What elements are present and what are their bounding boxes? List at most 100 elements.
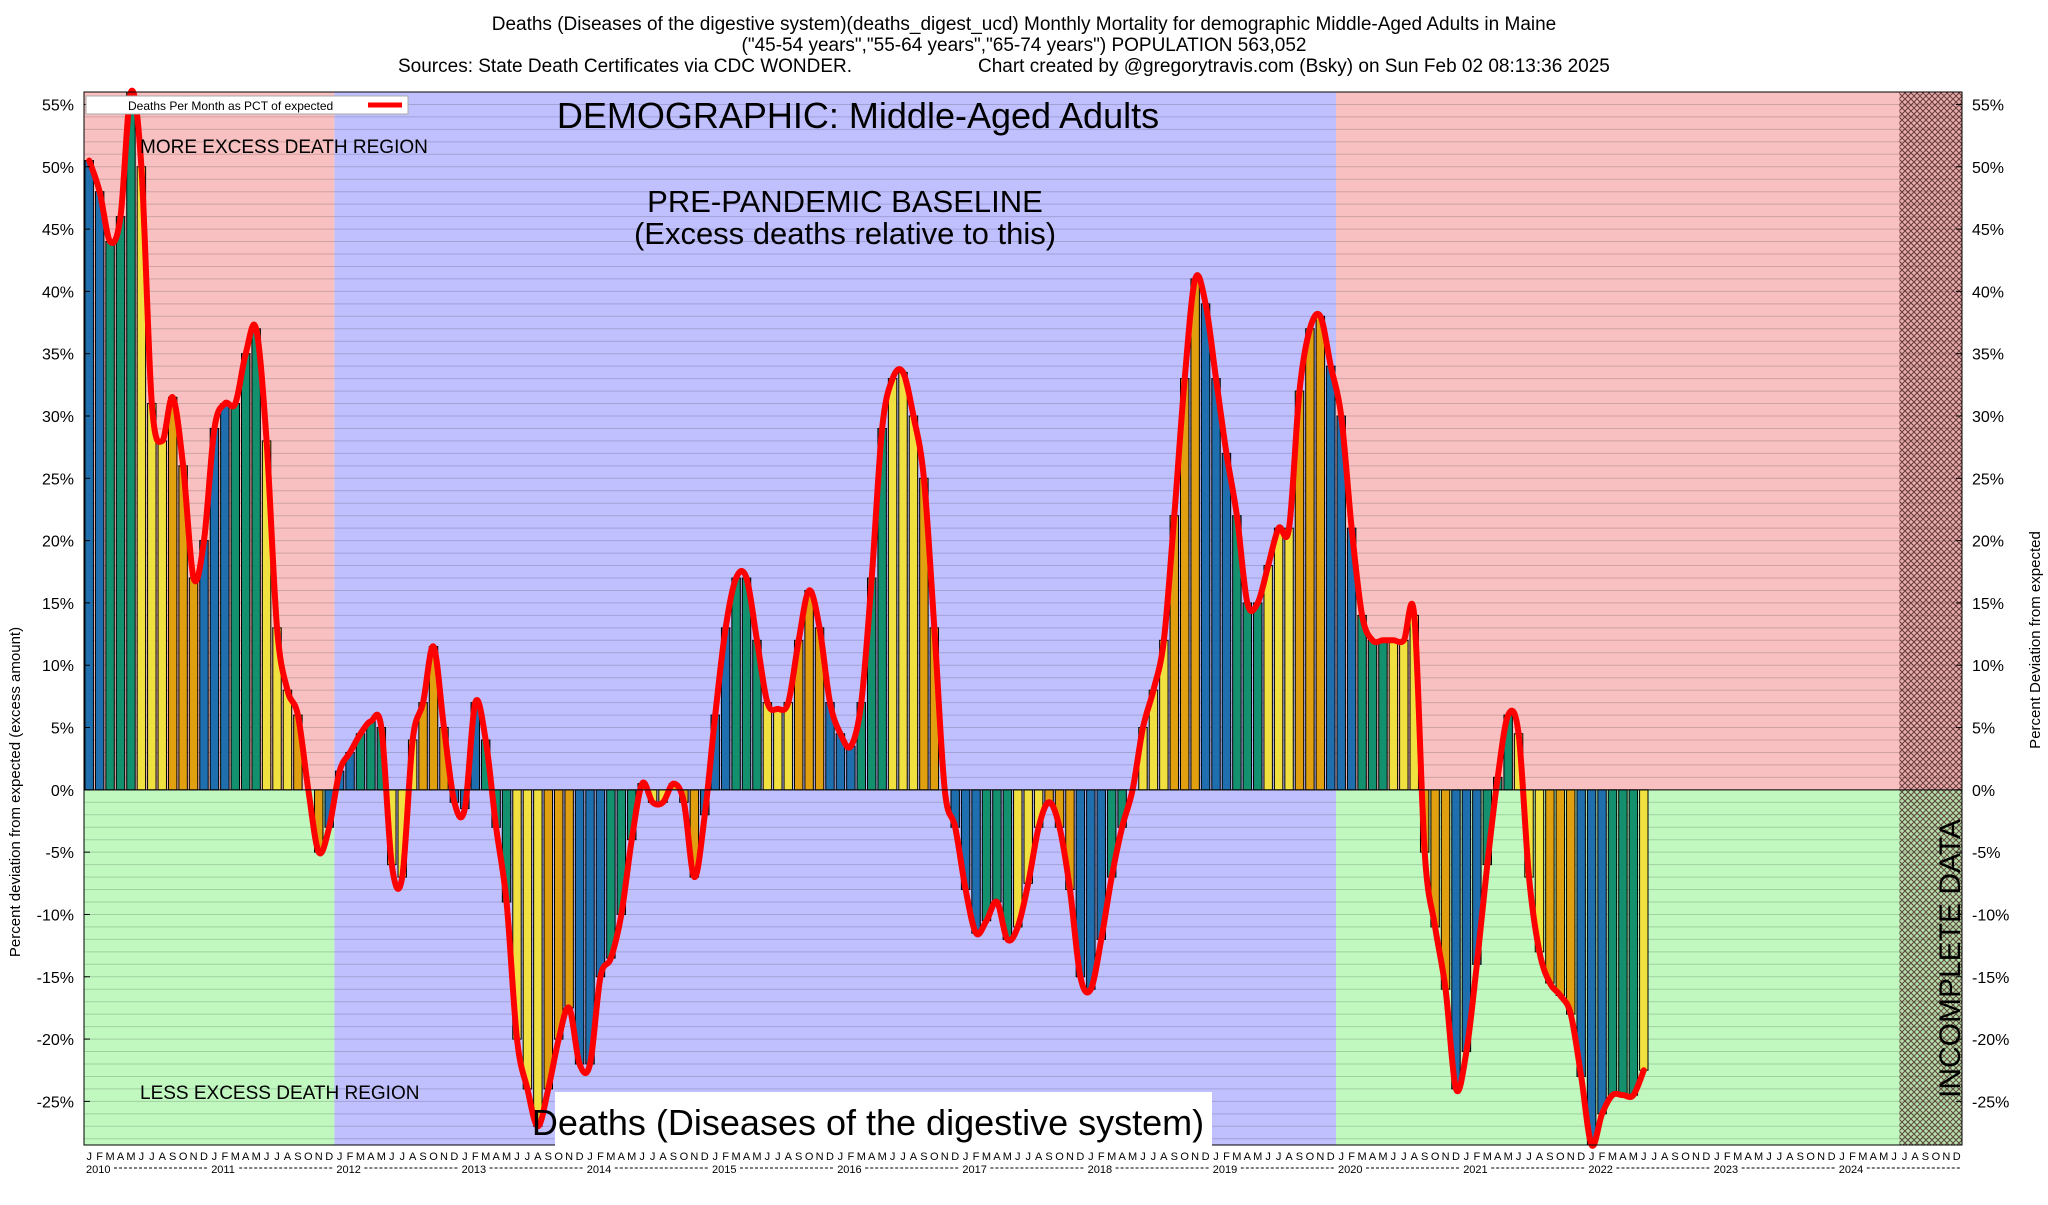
x-tick-month: J bbox=[587, 1151, 593, 1163]
x-tick-year: 2014 bbox=[587, 1164, 611, 1176]
x-tick-month: D bbox=[1702, 1151, 1710, 1163]
bar bbox=[1555, 789, 1566, 996]
x-tick-month: A bbox=[659, 1151, 667, 1163]
bar bbox=[804, 589, 814, 791]
x-tick-month: J bbox=[639, 1151, 645, 1163]
x-tick-month: J bbox=[149, 1151, 155, 1163]
x-tick-year: 2023 bbox=[1714, 1164, 1738, 1176]
bar bbox=[1566, 789, 1576, 1015]
x-tick-month: A bbox=[534, 1151, 542, 1163]
bar bbox=[1315, 315, 1326, 791]
y-tick-label: 45% bbox=[1972, 222, 2004, 239]
x-tick-month: J bbox=[1338, 1151, 1344, 1163]
bar bbox=[564, 789, 574, 1009]
x-tick-month: M bbox=[377, 1151, 386, 1163]
bar bbox=[1221, 452, 1232, 791]
x-tick-month: S bbox=[1171, 1151, 1178, 1163]
y-tick-label: -5% bbox=[46, 845, 74, 862]
y-tick-label: -20% bbox=[37, 1032, 74, 1049]
x-tick-month: M bbox=[126, 1151, 135, 1163]
x-tick-month: M bbox=[606, 1151, 615, 1163]
x-tick-month: J bbox=[1276, 1151, 1282, 1163]
x-tick-month: A bbox=[1160, 1151, 1168, 1163]
x-tick-month: D bbox=[325, 1151, 333, 1163]
y-tick-label: -25% bbox=[1972, 1094, 2009, 1111]
x-tick-month: S bbox=[920, 1151, 927, 1163]
x-tick-year: 2018 bbox=[1088, 1164, 1112, 1176]
x-tick-month: A bbox=[993, 1151, 1001, 1163]
x-tick-month: A bbox=[1870, 1151, 1878, 1163]
x-tick-year: 2020 bbox=[1338, 1164, 1362, 1176]
bar bbox=[1357, 614, 1367, 791]
chart-credit: Chart created by @gregorytravis.com (Bsk… bbox=[978, 56, 1610, 77]
bar bbox=[992, 789, 1002, 903]
bar bbox=[731, 577, 741, 791]
bar bbox=[167, 396, 178, 791]
bar bbox=[230, 403, 240, 791]
excess-region-right bbox=[1336, 92, 1962, 790]
x-tick-month: N bbox=[941, 1151, 949, 1163]
x-tick-month: A bbox=[1285, 1151, 1293, 1163]
x-tick-month: M bbox=[1733, 1151, 1742, 1163]
x-tick-month: S bbox=[169, 1151, 176, 1163]
x-tick-month: A bbox=[492, 1151, 500, 1163]
x-tick-month: S bbox=[1546, 1151, 1553, 1163]
x-tick-month: D bbox=[1076, 1151, 1084, 1163]
bar bbox=[533, 789, 543, 1127]
x-tick-month: A bbox=[159, 1151, 167, 1163]
x-tick-month: M bbox=[1608, 1151, 1617, 1163]
x-tick-month: O bbox=[179, 1151, 188, 1163]
x-tick-month: D bbox=[1327, 1151, 1335, 1163]
x-tick-month: M bbox=[1003, 1151, 1012, 1163]
x-tick-month: J bbox=[1391, 1151, 1397, 1163]
y-tick-label: 30% bbox=[42, 409, 74, 426]
x-tick-month: A bbox=[1619, 1151, 1627, 1163]
x-tick-month: S bbox=[294, 1151, 301, 1163]
x-tick-month: J bbox=[1891, 1151, 1897, 1163]
bar bbox=[1086, 789, 1096, 990]
x-tick-month: S bbox=[670, 1151, 677, 1163]
x-tick-month: D bbox=[1953, 1151, 1961, 1163]
x-tick-month: S bbox=[419, 1151, 426, 1163]
x-tick-month: J bbox=[1015, 1151, 1021, 1163]
bar bbox=[220, 403, 230, 791]
x-tick-month: F bbox=[1473, 1151, 1480, 1163]
x-tick-month: J bbox=[650, 1151, 656, 1163]
x-tick-month: M bbox=[1378, 1151, 1387, 1163]
x-tick-month: J bbox=[765, 1151, 771, 1163]
x-tick-month: A bbox=[242, 1151, 250, 1163]
bar bbox=[1545, 789, 1555, 984]
legend-box bbox=[85, 95, 409, 115]
line-series bbox=[86, 87, 1647, 1149]
x-tick-month: N bbox=[1316, 1151, 1324, 1163]
bar bbox=[84, 160, 94, 791]
x-tick-month: A bbox=[1035, 1151, 1043, 1163]
bar bbox=[981, 789, 992, 922]
bar bbox=[1211, 378, 1221, 791]
y-tick-label: 45% bbox=[42, 222, 74, 239]
x-tick-month: N bbox=[565, 1151, 573, 1163]
x-tick-month: F bbox=[1348, 1151, 1355, 1163]
x-tick-month: M bbox=[1253, 1151, 1262, 1163]
bar bbox=[1326, 365, 1336, 791]
y-tick-label: -10% bbox=[1972, 907, 2009, 924]
y-tick-label: 55% bbox=[42, 97, 74, 114]
x-tick-month: F bbox=[1599, 1151, 1606, 1163]
x-tick-month: O bbox=[805, 1151, 814, 1163]
x-tick-month: J bbox=[274, 1151, 280, 1163]
x-tick-month: J bbox=[1902, 1151, 1908, 1163]
bar bbox=[1305, 328, 1315, 791]
x-tick-month: J bbox=[1516, 1151, 1522, 1163]
x-tick-month: A bbox=[1244, 1151, 1252, 1163]
x-tick-month: J bbox=[525, 1151, 531, 1163]
grid-lines bbox=[84, 91, 1962, 1140]
x-tick-month: M bbox=[231, 1151, 240, 1163]
bar bbox=[1273, 527, 1284, 791]
x-tick-month: D bbox=[450, 1151, 458, 1163]
bar bbox=[595, 789, 606, 978]
x-tick-month: M bbox=[1879, 1151, 1888, 1163]
x-tick-month: M bbox=[252, 1151, 261, 1163]
x-tick-month: N bbox=[315, 1151, 323, 1163]
bar bbox=[522, 789, 533, 1090]
